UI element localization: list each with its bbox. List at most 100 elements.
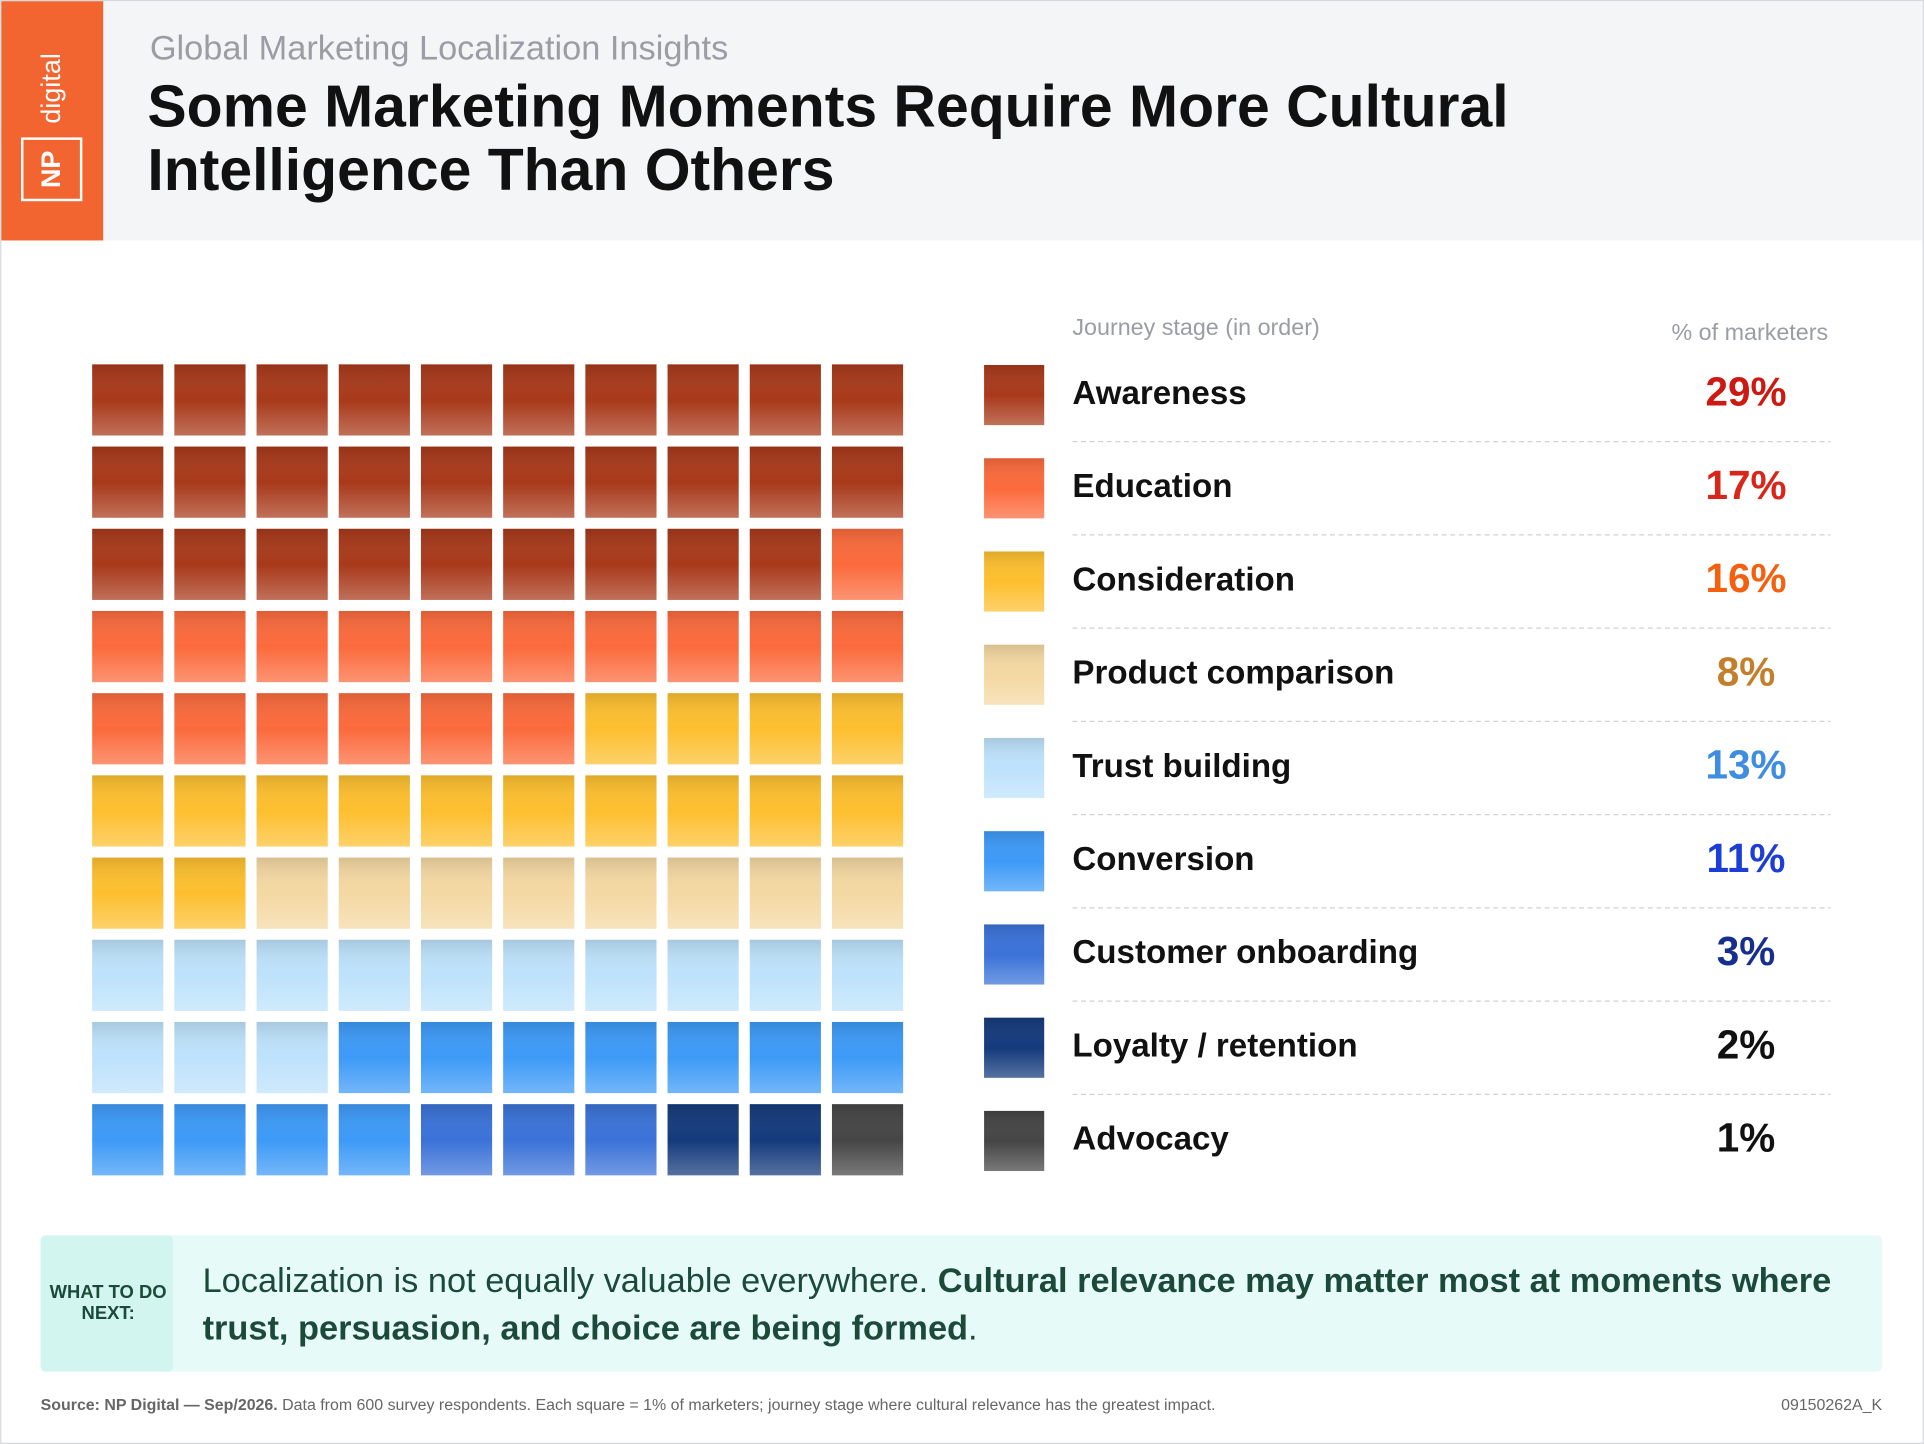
cell-shine (420, 939, 493, 1011)
cell-shine (256, 775, 328, 847)
cell-shine (256, 857, 328, 929)
cell-shine (585, 857, 657, 929)
cell-shine (667, 857, 739, 929)
cell-shine (749, 1021, 821, 1094)
swatch-shine (984, 831, 1045, 892)
cell-shine (420, 857, 493, 929)
callout-bg (40, 1235, 1883, 1372)
cell-shine (92, 693, 164, 765)
cell-shine (749, 364, 821, 436)
cell-shine (92, 939, 164, 1011)
callout-label-bg (40, 1235, 174, 1372)
swatch-shine (984, 1017, 1045, 1078)
value-label: 8% (1717, 648, 1776, 694)
label-header: Journey stage (in order) (1072, 314, 1319, 340)
legend-label: Consideration (1072, 561, 1295, 598)
cell-shine (585, 1021, 657, 1094)
footer-code: 09150262A_K (1781, 1397, 1882, 1414)
cell-shine (420, 1021, 493, 1094)
legend-label: Awareness (1072, 375, 1246, 412)
cell-shine (585, 775, 657, 847)
cell-shine (174, 446, 246, 518)
callout-label-box: WHAT TO DO NEXT: (50, 1282, 167, 1324)
cell-shine (174, 857, 246, 929)
swatch-shine (984, 924, 1045, 985)
cell-shine (667, 775, 739, 847)
callout-end: . (968, 1309, 978, 1348)
header-bg (1, 1, 1923, 241)
cell-shine (338, 857, 410, 929)
title-box: Some Marketing Moments Require More Cult… (147, 76, 1509, 204)
cell-shine (503, 1104, 575, 1176)
cell-shine (174, 1021, 246, 1094)
cell-shine (749, 775, 821, 847)
cell-shine (256, 528, 328, 600)
cell-shine (174, 1104, 246, 1176)
cell-shine (667, 693, 739, 765)
legend-label: Customer onboarding (1072, 934, 1418, 971)
swatch-shine (984, 1110, 1045, 1172)
legend-label: Trust building (1072, 748, 1291, 785)
cell-shine (667, 528, 739, 600)
cell-shine (174, 528, 246, 600)
cell-shine (831, 1104, 904, 1176)
cell-shine (749, 857, 821, 929)
cell-shine (174, 775, 246, 847)
cell-shine (92, 364, 164, 436)
value-label: 11% (1707, 835, 1786, 881)
cell-shine (667, 610, 739, 683)
cell-shine (749, 939, 821, 1011)
cell-shine (585, 446, 657, 518)
cell-shine (92, 446, 164, 518)
value-label: 3% (1717, 928, 1776, 974)
cell-shine (420, 610, 493, 683)
swatch-shine (984, 364, 1045, 426)
cell-shine (174, 364, 246, 436)
value-label: 1% (1717, 1115, 1776, 1161)
cell-shine (749, 528, 821, 600)
cell-shine (749, 1104, 821, 1176)
cell-shine (831, 1021, 904, 1094)
cell-shine (503, 939, 575, 1011)
cell-shine (585, 939, 657, 1011)
cell-shine (503, 528, 575, 600)
cell-shine (174, 939, 246, 1011)
cell-shine (92, 775, 164, 847)
cell-shine (256, 1104, 328, 1176)
cell-shine (338, 1021, 410, 1094)
cell-shine (92, 1021, 164, 1094)
callout-text: Localization is not equally valuable eve… (203, 1256, 1847, 1352)
swatch-shine (984, 644, 1045, 705)
cell-shine (420, 1104, 493, 1176)
cell-shine (503, 610, 575, 683)
cell-shine (585, 693, 657, 765)
cell-shine (420, 364, 493, 436)
cell-shine (831, 364, 904, 436)
value-header: % of marketers (1671, 319, 1828, 345)
legend-label: Conversion (1072, 841, 1254, 878)
cell-shine (503, 775, 575, 847)
chart-title: Some Marketing Moments Require More Cult… (147, 76, 1509, 204)
cell-shine (338, 610, 410, 683)
footer-text: Source: NP Digital — Sep/2026. Data from… (41, 1397, 1216, 1414)
cell-shine (831, 610, 904, 683)
swatch-shine (984, 458, 1045, 519)
cell-shine (667, 1021, 739, 1094)
callout-emphasis: Cultural relevance may matter most at mo… (202, 1261, 1832, 1348)
logo-digital: digital (36, 53, 66, 124)
cell-shine (831, 939, 904, 1011)
value-label: 16% (1705, 555, 1786, 601)
value-label: 17% (1705, 462, 1786, 508)
subtitle: Global Marketing Localization Insights (150, 29, 728, 67)
cell-shine (92, 528, 164, 600)
cell-shine (256, 364, 328, 436)
value-label: 2% (1717, 1021, 1776, 1067)
footer-note: Data from 600 survey respondents. Each s… (282, 1397, 1215, 1414)
cell-shine (256, 610, 328, 683)
cell-shine (338, 775, 410, 847)
cell-shine (831, 857, 904, 929)
cell-shine (503, 857, 575, 929)
cell-shine (420, 528, 493, 600)
logo-np: NP (36, 151, 66, 189)
